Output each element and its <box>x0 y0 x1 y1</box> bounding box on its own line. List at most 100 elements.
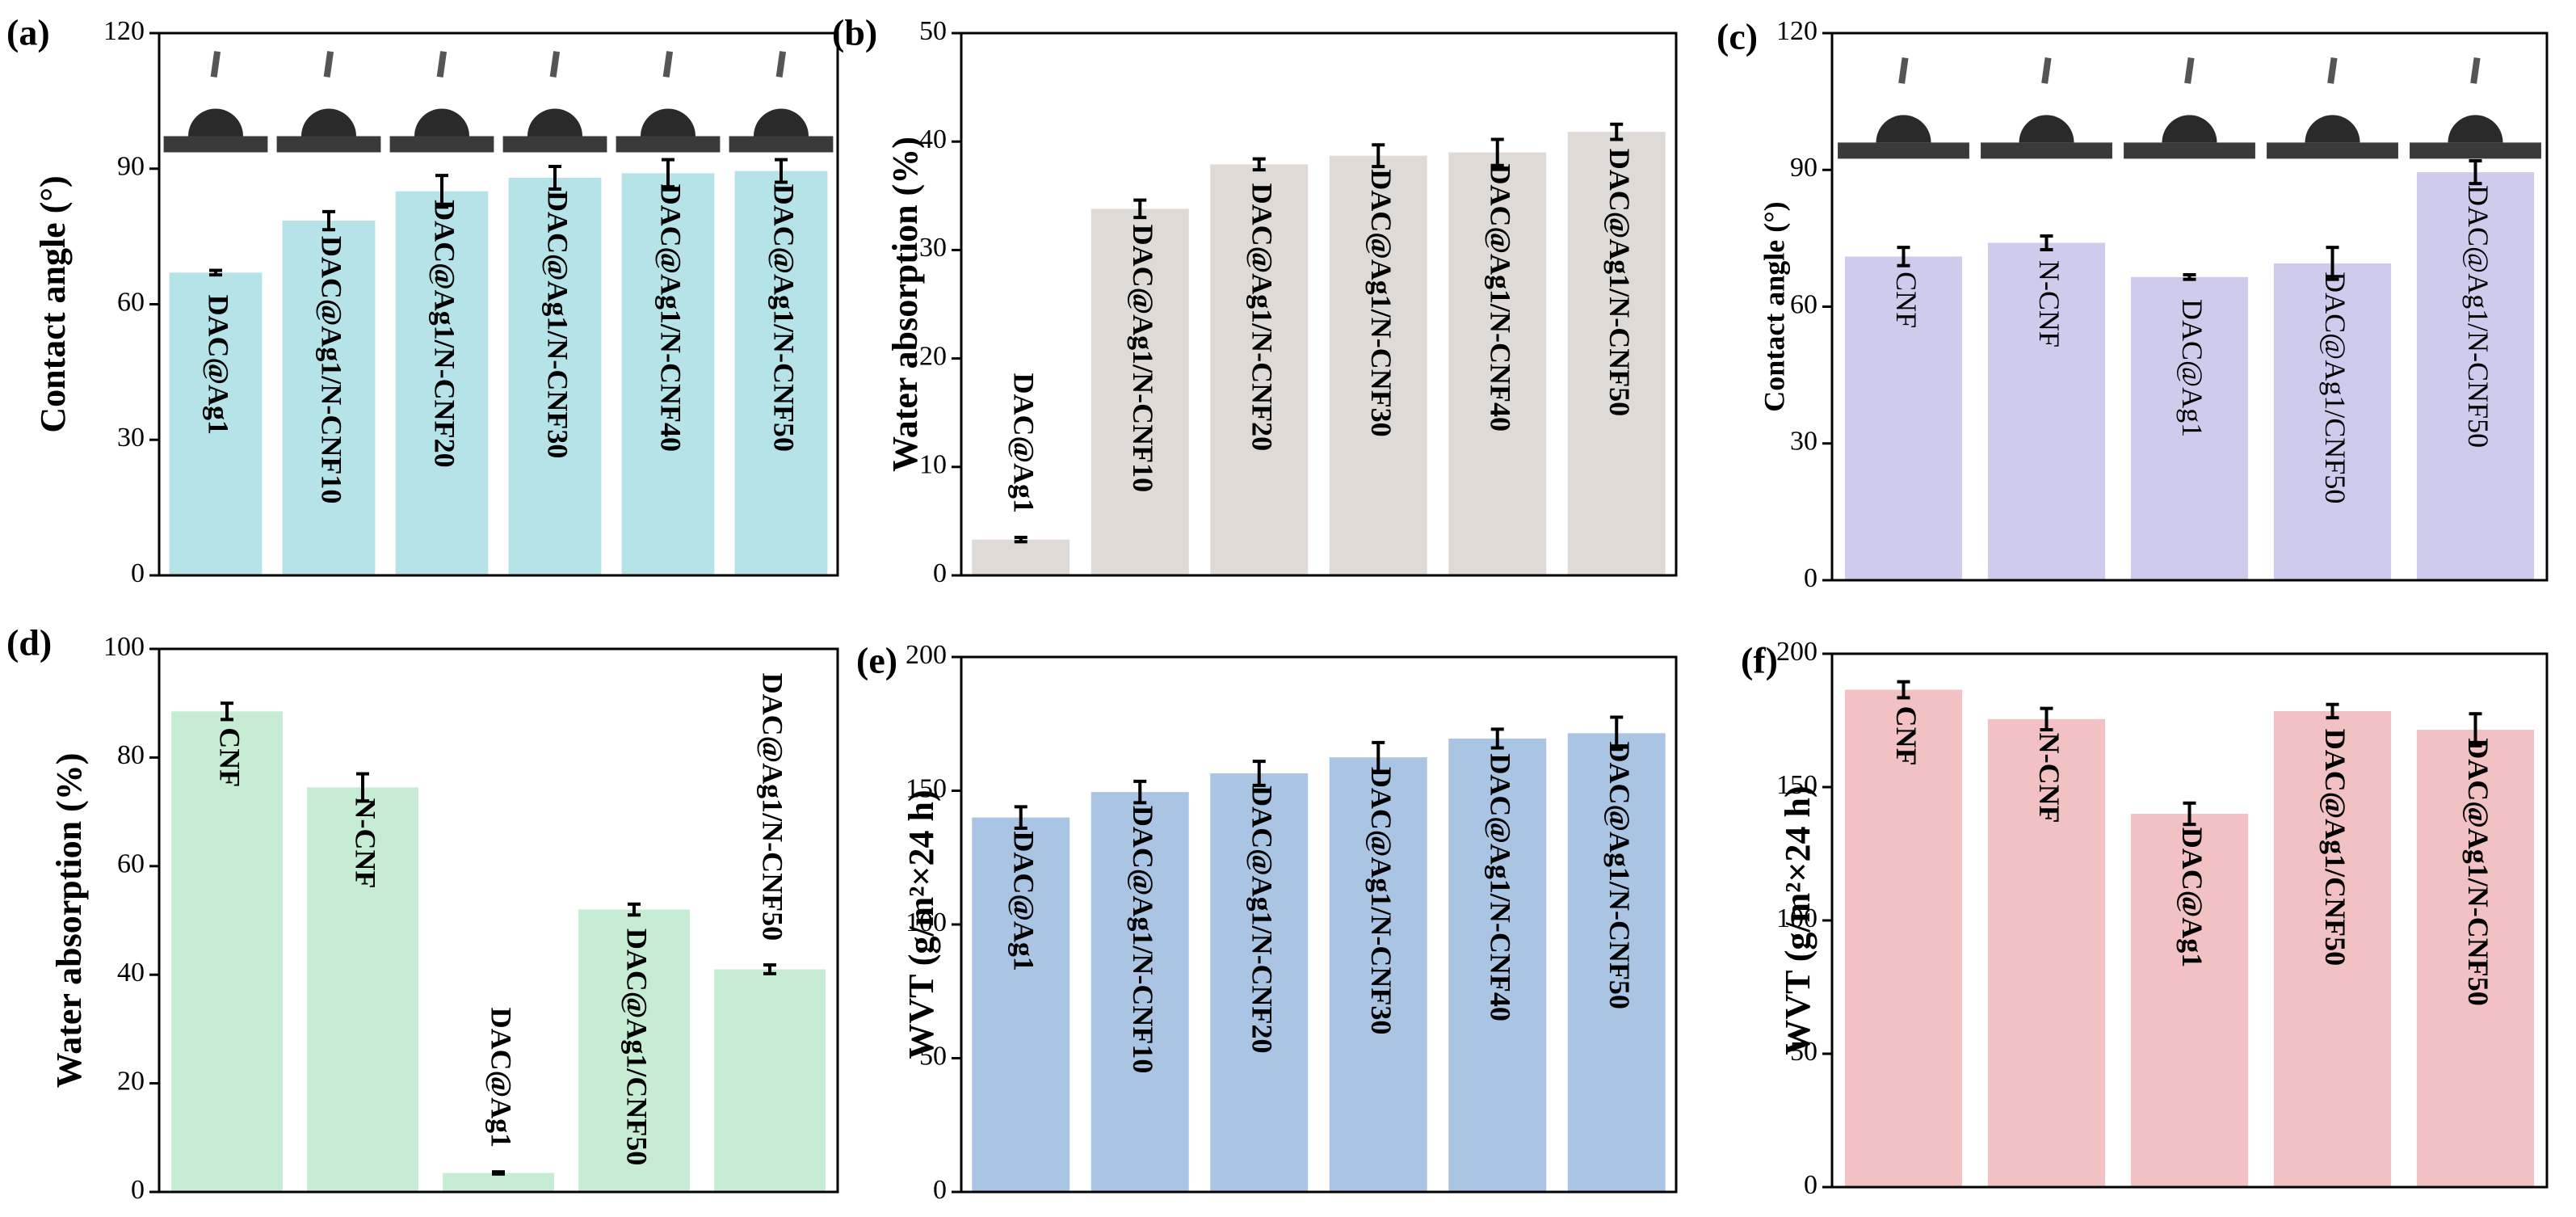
category-label: DAC@Ag1 <box>2176 299 2208 437</box>
category-label: DAC@Ag1/N-CNF10 <box>1127 225 1159 492</box>
category-label: DAC@Ag1/N-CNF50 <box>2462 738 2494 1005</box>
y-tick-label: 0 <box>1804 1170 1817 1200</box>
error-bar <box>1610 122 1624 141</box>
plot-frame <box>960 32 1678 577</box>
needle <box>210 51 221 78</box>
y-tick-label: 0 <box>1804 563 1817 593</box>
substrate <box>276 136 381 153</box>
bar <box>1210 164 1309 575</box>
category-label: DAC@Ag1/N-CNF30 <box>542 191 574 458</box>
plot-frame <box>158 647 839 1194</box>
needle <box>549 51 561 78</box>
panel-label: (b) <box>832 12 877 53</box>
needle <box>1898 57 1909 84</box>
panel-label: (a) <box>6 12 50 53</box>
y-axis-label: WVT (g/m²×24 h) <box>901 790 941 1059</box>
bar <box>282 221 376 575</box>
error-bar <box>1372 740 1385 774</box>
y-tick-label: 150 <box>1776 770 1817 800</box>
substrate <box>163 136 268 153</box>
needle <box>323 51 334 78</box>
panel-label: (d) <box>6 622 52 663</box>
category-label: DAC@Ag1/N-CNF30 <box>1365 767 1397 1034</box>
bar <box>2273 710 2392 1187</box>
bar <box>1329 155 1427 575</box>
category-label: DAC@Ag1/N-CNF50 <box>757 673 789 941</box>
bar <box>1210 773 1309 1192</box>
y-tick-label: 50 <box>919 1041 947 1071</box>
droplet <box>2019 115 2074 143</box>
substrate <box>2267 142 2398 159</box>
category-label: N-CNF <box>350 798 382 889</box>
y-axis-label: Water absorption (%) <box>885 137 925 472</box>
bar <box>307 787 418 1192</box>
category-label: DAC@Ag1/N-CNF20 <box>1246 785 1278 1053</box>
error-bar <box>2469 712 2482 747</box>
error-bar <box>1610 715 1624 752</box>
y-tick-label: 40 <box>919 124 947 154</box>
error-bar <box>2040 706 2053 732</box>
error-bar <box>1897 246 1910 267</box>
category-label: DAC@Ag1/CNF50 <box>2319 272 2351 503</box>
needle <box>2041 57 2052 84</box>
droplet <box>754 108 809 137</box>
bar <box>1987 242 2106 580</box>
bar <box>1987 718 2106 1187</box>
substrate <box>616 136 721 153</box>
error-bar <box>1252 157 1266 172</box>
y-tick-label: 100 <box>906 907 947 937</box>
error-bar <box>2469 158 2482 186</box>
error-bar <box>662 158 674 189</box>
error-bar <box>2326 702 2339 720</box>
error-bar <box>492 1170 505 1176</box>
error-bar <box>209 268 222 277</box>
bar <box>621 173 715 575</box>
bar <box>1567 132 1666 575</box>
y-tick-label: 40 <box>117 958 145 987</box>
category-label: DAC@Ag1 <box>2176 827 2208 967</box>
bar <box>1448 152 1547 575</box>
category-label: DAC@Ag1/N-CNF20 <box>429 200 461 467</box>
error-bar <box>1490 137 1504 167</box>
error-bar <box>221 701 233 722</box>
droplet <box>414 108 469 137</box>
category-label: DAC@Ag1/N-CNF40 <box>1484 753 1516 1021</box>
y-tick-label: 150 <box>906 773 947 803</box>
bar <box>1329 757 1427 1192</box>
bar <box>2130 814 2249 1187</box>
substrate <box>2124 142 2255 159</box>
y-tick-label: 100 <box>1776 903 1817 933</box>
category-label: DAC@Ag1/N-CNF50 <box>2462 185 2494 448</box>
y-tick-label: 60 <box>117 849 145 879</box>
category-label: DAC@Ag1 <box>203 295 235 435</box>
droplet <box>1876 115 1931 143</box>
y-tick-label: 200 <box>906 640 947 670</box>
y-tick-label: 200 <box>1776 637 1817 667</box>
substrate <box>729 136 834 153</box>
error-bar <box>1133 198 1147 220</box>
error-bar <box>763 963 776 975</box>
error-bar <box>2040 234 2053 251</box>
needle <box>775 51 787 78</box>
y-tick-label: 0 <box>933 1175 947 1205</box>
droplet <box>2162 115 2217 143</box>
needle <box>2327 57 2338 84</box>
bar <box>171 711 283 1192</box>
panel-label: (e) <box>856 640 897 681</box>
category-label: DAC@Ag1/N-CNF50 <box>1603 149 1636 416</box>
y-axis-label: Contact angle (°) <box>33 175 73 432</box>
error-bar <box>628 902 641 917</box>
category-label: CNF <box>1890 272 1923 328</box>
error-bar <box>356 772 369 803</box>
droplet <box>301 108 356 137</box>
y-tick-label: 50 <box>1790 1037 1817 1067</box>
bar <box>1090 208 1189 575</box>
error-bar <box>435 174 448 209</box>
bar <box>2416 172 2535 580</box>
bar <box>972 817 1070 1192</box>
bar <box>1844 256 1963 580</box>
category-label: CNF <box>1890 706 1923 766</box>
needle <box>2184 57 2195 84</box>
category-label: DAC@Ag1/N-CNF40 <box>655 184 687 452</box>
